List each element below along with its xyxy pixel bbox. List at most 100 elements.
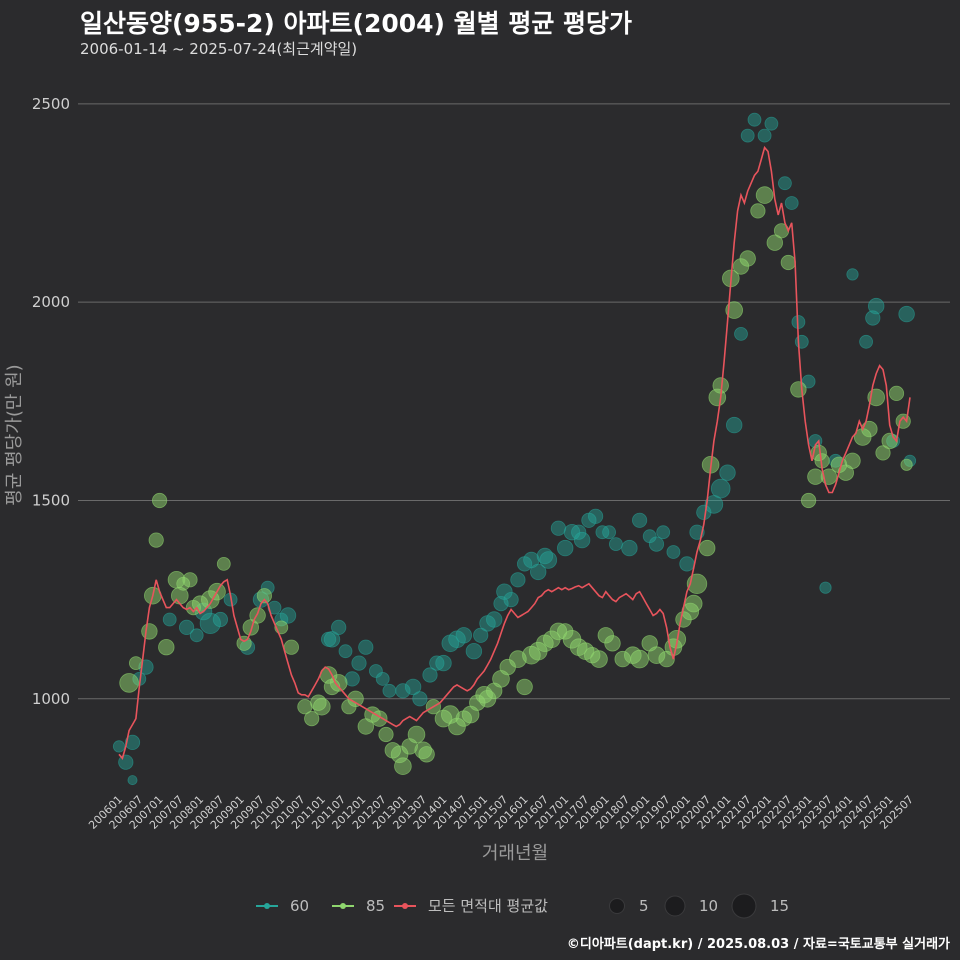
point-85 xyxy=(283,639,299,655)
y-axis-label: 평균 평당가(만 원) xyxy=(4,364,25,505)
point-85 xyxy=(119,673,139,693)
legend-size-label: 5 xyxy=(639,897,649,915)
point-60 xyxy=(267,600,282,615)
point-85 xyxy=(128,656,143,670)
point-85 xyxy=(249,607,266,624)
point-60 xyxy=(602,525,616,540)
legend: 60 85 모든 면적대 평균값 5 10 15 xyxy=(256,893,789,919)
point-85 xyxy=(844,452,861,470)
point-85 xyxy=(900,458,913,471)
point-60 xyxy=(503,591,519,608)
point-60 xyxy=(679,556,695,572)
point-60 xyxy=(666,545,681,559)
chart-subtitle: 2006-01-14 ~ 2025-07-24(최근계약일) xyxy=(80,40,358,58)
point-85 xyxy=(256,588,272,604)
legend-size-circle xyxy=(609,898,625,914)
point-60 xyxy=(587,508,604,524)
point-60 xyxy=(764,116,779,131)
point-85 xyxy=(699,539,716,557)
point-85 xyxy=(312,697,331,716)
point-60 xyxy=(435,654,452,672)
point-85 xyxy=(881,432,898,450)
point-85 xyxy=(755,186,774,204)
point-60 xyxy=(429,655,445,671)
point-60 xyxy=(368,664,383,678)
x-axis-ticks: 2006012006072007012007072008012008072009… xyxy=(86,793,916,832)
point-85 xyxy=(216,557,231,571)
point-85 xyxy=(148,532,164,548)
point-85 xyxy=(684,594,703,613)
source-credit: ©디아파트(dapt.kr) / 2025.08.03 / 자료=국토교통부 실… xyxy=(566,937,950,952)
legend-marker-85 xyxy=(340,903,346,909)
point-85 xyxy=(152,492,168,509)
point-60 xyxy=(550,520,567,536)
point-60 xyxy=(609,537,623,551)
point-85 xyxy=(766,234,784,251)
point-60 xyxy=(557,539,574,557)
point-60 xyxy=(656,525,671,540)
legend-marker-60 xyxy=(264,903,270,909)
legend-size-circle xyxy=(664,895,686,917)
y-tick-label: 1500 xyxy=(32,491,70,509)
point-85 xyxy=(725,301,743,319)
point-60 xyxy=(819,581,832,594)
point-60 xyxy=(868,297,885,315)
point-85 xyxy=(236,635,252,651)
point-60 xyxy=(648,536,665,552)
point-60 xyxy=(859,334,873,349)
point-85 xyxy=(604,635,621,652)
point-85 xyxy=(304,710,320,727)
y-tick-label: 2000 xyxy=(32,293,70,311)
point-85 xyxy=(141,623,158,640)
point-60 xyxy=(455,627,473,644)
point-60 xyxy=(338,644,353,659)
point-60 xyxy=(536,547,554,565)
point-60 xyxy=(358,639,374,655)
point-85 xyxy=(630,649,649,669)
y-tick-label: 2500 xyxy=(32,95,70,113)
point-60 xyxy=(465,643,483,660)
point-85 xyxy=(418,746,435,763)
point-60 xyxy=(382,683,397,698)
point-60 xyxy=(189,628,204,643)
point-85 xyxy=(158,639,175,656)
point-60 xyxy=(127,775,138,786)
point-60 xyxy=(846,268,859,281)
point-60 xyxy=(124,734,141,751)
point-60 xyxy=(212,611,228,628)
point-60 xyxy=(496,583,513,600)
point-60 xyxy=(323,631,341,648)
point-60 xyxy=(331,619,347,636)
point-60 xyxy=(726,416,743,434)
legend-label: 60 xyxy=(290,897,309,915)
point-60 xyxy=(778,176,792,191)
point-85 xyxy=(790,381,807,398)
point-60 xyxy=(747,112,762,127)
point-60 xyxy=(563,524,581,541)
point-60 xyxy=(375,672,390,686)
point-85 xyxy=(861,420,878,438)
point-60 xyxy=(279,607,297,624)
point-85 xyxy=(780,254,796,271)
point-60 xyxy=(621,539,638,557)
chart-title: 일산동양(955-2) 아파트(2004) 월별 평균 평당가 xyxy=(80,9,633,38)
legend-size-label: 15 xyxy=(770,897,789,915)
point-85 xyxy=(750,203,766,219)
legend-size-label: 10 xyxy=(699,897,718,915)
point-60 xyxy=(571,524,587,540)
point-60 xyxy=(486,611,503,628)
point-60 xyxy=(794,334,809,349)
point-60 xyxy=(473,627,489,643)
legend-size-circle xyxy=(731,893,757,919)
point-60 xyxy=(510,572,526,588)
point-85 xyxy=(394,757,412,775)
point-60 xyxy=(898,305,915,323)
point-60 xyxy=(112,740,126,753)
point-60 xyxy=(395,683,411,699)
point-60 xyxy=(784,196,799,210)
point-60 xyxy=(351,655,367,671)
point-85 xyxy=(888,385,905,401)
point-60 xyxy=(710,478,731,499)
point-60 xyxy=(539,551,558,569)
point-60 xyxy=(801,374,816,389)
